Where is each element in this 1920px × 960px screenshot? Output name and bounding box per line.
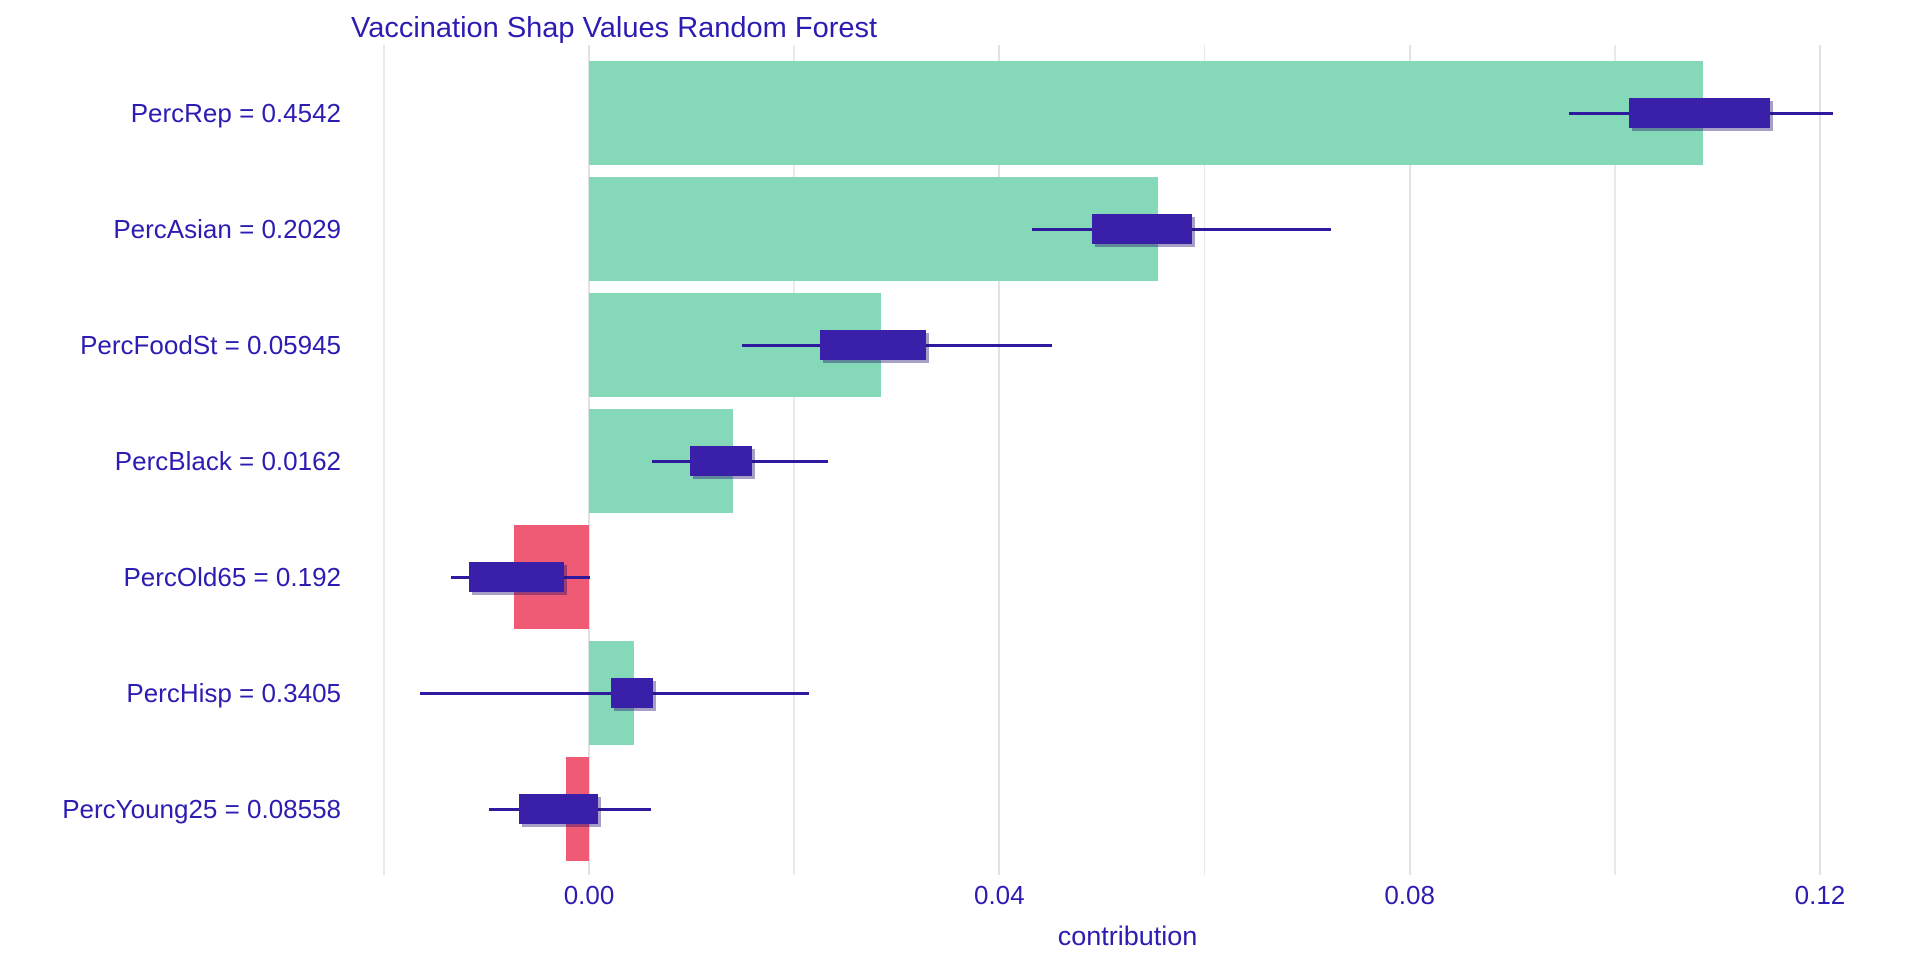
boxplot-box [468, 562, 565, 592]
bar-positive [589, 61, 1704, 165]
y-axis-label: PercHisp = 0.3405 [126, 678, 341, 708]
x-axis-title: contribution [1057, 921, 1198, 951]
boxplot-box [819, 330, 927, 360]
y-axis-label: PercBlack = 0.0162 [114, 446, 341, 476]
y-axis-label: PercRep = 0.4542 [130, 98, 341, 128]
y-axis-label: PercOld65 = 0.192 [123, 562, 341, 592]
gridline-major [998, 45, 1001, 875]
gridline-minor [1614, 45, 1616, 875]
x-axis-tick-label: 0.12 [1794, 880, 1846, 910]
gridline-major [1818, 45, 1821, 875]
chart-title: Vaccination Shap Values Random Forest [351, 12, 878, 44]
gridline-minor [383, 45, 385, 875]
gridline-minor [1203, 45, 1206, 875]
x-axis-tick-label: 0.04 [974, 880, 1025, 910]
y-axis-label: PercYoung25 = 0.08558 [62, 794, 341, 824]
gridline-major [1408, 45, 1411, 875]
y-axis-label: PercAsian = 0.2029 [113, 214, 341, 244]
y-axis-label: PercFoodSt = 0.05945 [80, 330, 341, 360]
boxplot-box [1629, 98, 1770, 128]
boxplot-box [519, 794, 599, 824]
boxplot-box [1091, 214, 1193, 244]
boxplot-box [689, 446, 753, 476]
boxplot-box [610, 678, 653, 708]
x-axis-tick-label: 0.00 [563, 880, 615, 910]
x-axis-tick-label: 0.08 [1384, 880, 1435, 910]
